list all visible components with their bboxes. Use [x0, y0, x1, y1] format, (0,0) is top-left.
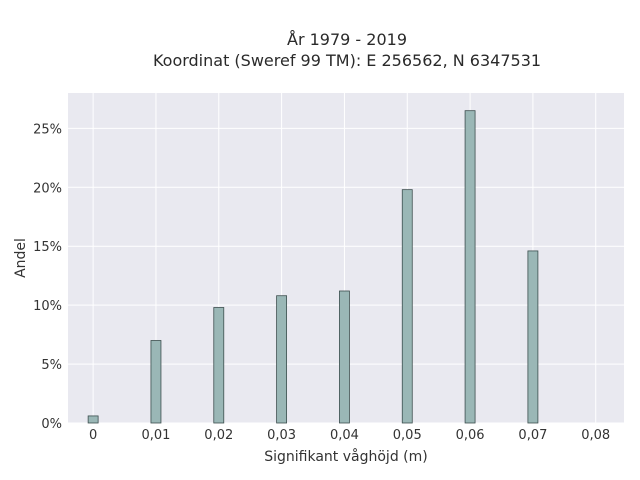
y-tick-label: 10% [33, 299, 62, 314]
bar-0,06 [464, 110, 476, 424]
y-tick-label: 5% [41, 358, 62, 373]
x-tick-label: 0,03 [267, 428, 296, 443]
x-tick-label: 0,05 [393, 428, 422, 443]
x-tick-label: 0,08 [581, 428, 610, 443]
bar-0,01 [150, 340, 162, 424]
y-tick-label: 0% [41, 417, 62, 432]
y-axis-ticks: 0% 5% 10% 15% 20% 25% [33, 122, 62, 432]
bar-0,02 [213, 307, 225, 424]
bar-0,07 [527, 250, 539, 424]
x-tick-label: 0,01 [141, 428, 170, 443]
bar-0,04 [339, 290, 350, 424]
x-axis-label: Signifikant våghöjd (m) [264, 448, 427, 465]
y-tick-label: 20% [33, 181, 62, 196]
x-tick-label: 0 [89, 428, 97, 443]
y-axis-label: Andel [13, 238, 29, 278]
chart-title-line1: År 1979 - 2019 [287, 30, 407, 49]
bar-0 [87, 415, 99, 424]
bars [87, 110, 539, 424]
chart-title-line2: Koordinat (Sweref 99 TM): E 256562, N 63… [153, 51, 541, 70]
x-axis-ticks: 0 0,01 0,02 0,03 0,04 0,05 0,06 0,07 0,08 [89, 428, 610, 443]
y-tick-label: 25% [33, 122, 62, 137]
y-tick-label: 15% [33, 240, 62, 255]
x-tick-label: 0,02 [204, 428, 233, 443]
bar-0,03 [276, 295, 288, 424]
x-tick-label: 0,04 [330, 428, 359, 443]
x-tick-label: 0,06 [456, 428, 485, 443]
bar-0,05 [401, 189, 413, 424]
x-tick-label: 0,07 [518, 428, 547, 443]
